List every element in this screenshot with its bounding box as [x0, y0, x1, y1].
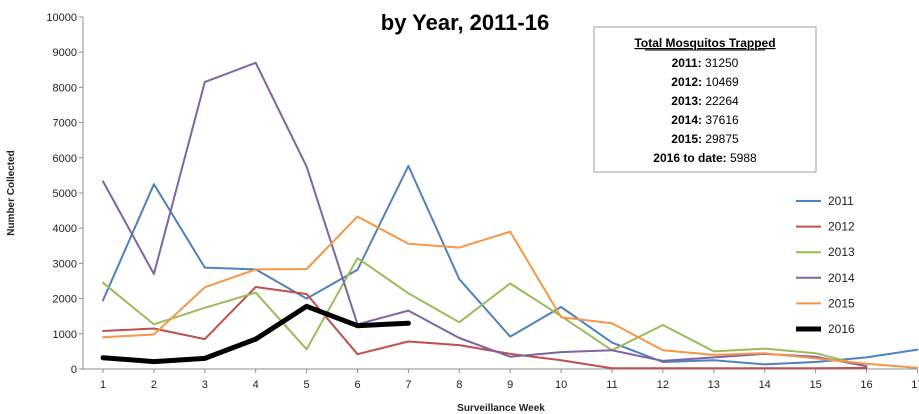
chart-axes: 0 1000 2000 3000 4000 5000 6000 7000 8000 9000 100…: [46, 12, 919, 391]
x-tick-label: 13: [708, 379, 720, 391]
legend-item-2014: 2014: [796, 271, 855, 285]
totals-box: Total Mosquitos Trapped 2011: 312502012:…: [593, 26, 817, 173]
totals-row: 2013: 22264: [671, 94, 739, 108]
x-tick-label: 11: [606, 379, 617, 391]
legend-item-2012: 2012: [796, 220, 855, 234]
y-tick-label: 8000: [53, 82, 77, 94]
x-tick-label: 12: [657, 379, 669, 391]
x-tick-label: 16: [860, 379, 872, 391]
x-tick-label: 7: [405, 379, 411, 391]
x-tick-label: 5: [304, 379, 310, 391]
y-tick-label: 2000: [53, 294, 77, 306]
totals-row: 2011: 31250: [672, 56, 739, 70]
totals-row-value: 29875: [702, 132, 739, 146]
legend-label: 2015: [828, 296, 855, 310]
totals-row-value: 10469: [702, 75, 739, 89]
series-line-2012: [102, 286, 868, 370]
totals-row: 2012: 10469: [671, 75, 739, 89]
x-tick-label: 6: [354, 379, 360, 391]
totals-row-label: 2011:: [672, 56, 702, 70]
totals-box-border: [593, 26, 817, 173]
totals-row-value: 5988: [727, 151, 757, 165]
y-tick-label: 10000: [46, 12, 77, 24]
legend-item-2013: 2013: [796, 245, 855, 259]
totals-row-value: 31250: [702, 56, 739, 70]
totals-row-value: 37616: [702, 113, 739, 127]
y-tick-label: 4000: [53, 223, 77, 235]
y-tick-label: 9000: [53, 47, 77, 59]
legend-label: 2012: [828, 220, 855, 234]
legend-item-2011: 2011: [796, 194, 854, 208]
x-tick-label: 4: [253, 379, 259, 391]
x-tick-label: 10: [555, 379, 567, 391]
x-tick-label: 3: [202, 379, 208, 391]
totals-row-label: 2013:: [671, 94, 702, 108]
totals-row-label: 2014:: [671, 113, 702, 127]
legend-item-2015: 2015: [796, 296, 855, 310]
legend-label: 2016: [828, 322, 855, 336]
x-axis-label: Surveillance Week: [457, 403, 545, 414]
series-group: [100, 61, 919, 370]
totals-row-label: 2012:: [671, 75, 702, 89]
totals-row: 2014: 37616: [671, 113, 739, 127]
y-tick-label: 1000: [53, 329, 77, 341]
y-tick-label: 3000: [53, 258, 77, 270]
series-line-2015: [102, 215, 919, 369]
legend-label: 2011: [828, 194, 854, 208]
y-tick-label: 7000: [53, 118, 77, 130]
totals-row: 2016 to date: 5988: [653, 151, 757, 165]
totals-row: 2015: 29875: [671, 132, 739, 146]
series-line-2013: [102, 257, 868, 368]
x-tick-label: 14: [759, 379, 771, 391]
x-tick-label: 2: [151, 379, 157, 391]
legend: 2011 2012 2013 2014 2015 2016: [796, 194, 855, 336]
legend-item-2016: 2016: [796, 322, 855, 336]
y-tick-label: 6000: [53, 153, 77, 165]
series-line-2016: [100, 303, 411, 365]
totals-row-label: 2016 to date:: [653, 151, 726, 165]
series-line-2011: [102, 164, 919, 366]
y-tick-label: 5000: [53, 188, 77, 200]
y-tick-label: 0: [71, 364, 77, 376]
x-tick-label: 9: [507, 379, 513, 391]
x-tick-label: 17: [911, 379, 919, 391]
series-line-2014: [102, 61, 868, 368]
totals-row-label: 2015:: [671, 132, 702, 146]
x-tick-label: 8: [456, 379, 462, 391]
totals-row-value: 22264: [702, 94, 739, 108]
legend-label: 2014: [828, 271, 855, 285]
x-tick-label: 15: [809, 379, 821, 391]
chart-title: by Year, 2011-16: [381, 10, 549, 35]
x-tick-label: 1: [100, 379, 106, 391]
legend-label: 2013: [828, 245, 855, 259]
totals-heading: Total Mosquitos Trapped: [634, 36, 775, 50]
y-axis-label: Number Collected: [6, 150, 17, 236]
